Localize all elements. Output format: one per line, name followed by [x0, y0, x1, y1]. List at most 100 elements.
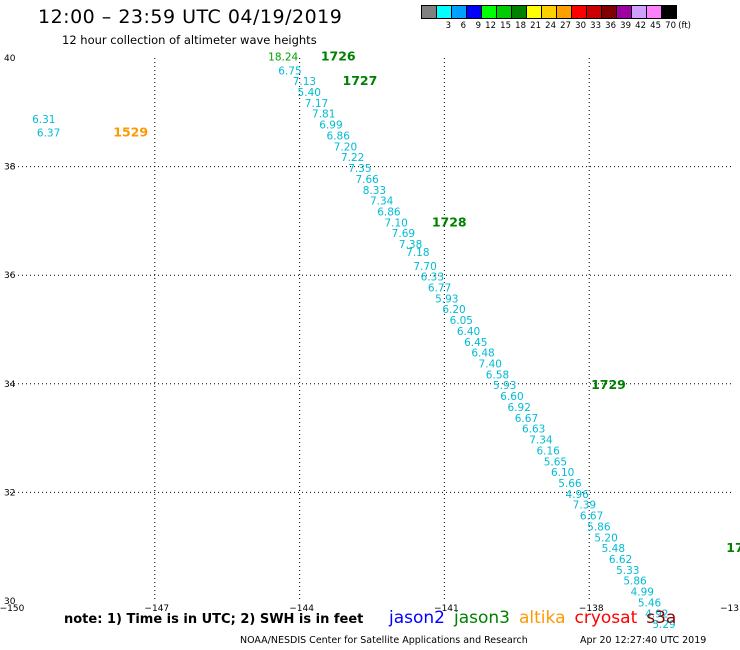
wave-height-label: 6.20	[442, 304, 465, 316]
wave-height-label: 6.45	[464, 337, 487, 349]
wave-height-label: 7.22	[341, 152, 364, 164]
wave-height-label: 7.69	[392, 228, 415, 240]
wave-height-label: 6.63	[522, 424, 545, 436]
wave-height-label: 6.10	[551, 467, 574, 479]
color-scale-label: 3	[445, 21, 451, 31]
mission-cryosat: cryosat	[574, 608, 638, 628]
mission-jason2: jason2	[389, 608, 445, 628]
axis-tick-labels: −150 −147 −144 −141 −138 −13 30 32 34 36 38 40	[0, 54, 739, 614]
wave-height-label: 7.40	[479, 359, 502, 371]
wave-height-label: 6.05	[450, 315, 473, 327]
color-scale-label: (ft)	[678, 21, 691, 31]
color-scale-label: 70	[665, 21, 676, 31]
wave-height-label: 7.18	[406, 247, 429, 259]
color-scale-swatches	[421, 5, 691, 19]
wave-height-label: 6.37	[37, 128, 60, 140]
y-tick-label: 40	[4, 54, 16, 64]
wave-height-label: 6.75	[278, 65, 301, 77]
chart-subtitle: 12 hour collection of altimeter wave hei…	[62, 33, 317, 47]
wave-height-label: 5.86	[587, 521, 611, 533]
mission-s3a: s3a	[646, 608, 677, 628]
wave-height-label: 5.93	[493, 380, 516, 392]
color-scale-label: 27	[560, 21, 571, 31]
wave-height-label: 5.66	[558, 478, 582, 490]
pass-time-label: 1727	[343, 73, 378, 88]
color-scale-label: 21	[530, 21, 541, 31]
wave-height-label: 6.77	[428, 282, 451, 294]
wave-height-label: 8.33	[363, 185, 386, 197]
wave-height-label: 7.70	[413, 261, 436, 273]
color-scale-label: 18	[515, 21, 526, 31]
color-scale-label: 15	[500, 21, 511, 31]
wave-height-label: 6.86	[377, 206, 401, 218]
wave-height-label: 6.40	[457, 326, 480, 338]
wave-height-label: 7.35	[348, 163, 371, 175]
wave-height-label: 6.48	[471, 348, 494, 360]
pass-time-label: 1728	[432, 214, 467, 229]
color-scale-label: 42	[635, 21, 646, 31]
wave-height-label: 6.67	[515, 413, 538, 425]
wave-height-label: 5.20	[594, 532, 617, 544]
wave-height-label: 7.20	[334, 141, 357, 153]
pass-time-labels: 1726 1727 1728 1729 1730 1529	[113, 49, 740, 555]
generation-timestamp: Apr 20 12:27:40 UTC 2019	[580, 635, 707, 646]
x-tick-label: −138	[579, 604, 604, 614]
mission-altika: altika	[519, 608, 566, 628]
y-tick-label: 36	[4, 271, 16, 281]
wave-height-values: 18.246.757.135.407.177.816.99 6.86 7.207.2…	[32, 52, 676, 631]
y-tick-label: 32	[4, 488, 15, 498]
wave-height-label: 6.16	[536, 445, 560, 457]
wave-height-label: 7.39	[573, 500, 596, 512]
color-scale-label: 33	[590, 21, 601, 31]
color-scale-label: 9	[475, 21, 481, 31]
wave-height-label: 5.40	[298, 87, 321, 99]
color-scale-label: 30	[575, 21, 586, 31]
color-scale-label: 24	[545, 21, 556, 31]
color-scale-label: 36	[605, 21, 616, 31]
wave-height-label: 6.99	[319, 120, 342, 132]
pass-time-label: 1730	[726, 540, 740, 555]
color-scale-label: 45	[650, 21, 661, 31]
wave-height-label: 6.92	[508, 402, 531, 414]
wave-height-label: 7.34	[370, 196, 394, 208]
wave-height-label: 4.92	[645, 608, 668, 620]
pass-time-label: 1529	[113, 125, 148, 140]
wave-height-label: 4.99	[631, 587, 654, 599]
wave-height-label: 4.96	[565, 489, 589, 501]
units-note: note: 1) Time is in UTC; 2) SWH is in fe…	[64, 612, 364, 627]
wave-height-label: 5.29	[652, 619, 675, 631]
wave-height-label: 7.34	[529, 435, 553, 447]
wave-height-label: 6.67	[580, 511, 603, 523]
wave-height-label: 7.17	[305, 98, 328, 110]
wave-height-label: 7.66	[355, 174, 379, 186]
color-swatch	[661, 5, 677, 19]
wave-height-label: 5.46	[638, 597, 662, 609]
x-tick-label: −150	[0, 604, 25, 614]
wave-height-label: 5.65	[544, 456, 567, 468]
x-tick-label: −144	[289, 604, 314, 614]
wave-height-label: 7.13	[293, 76, 316, 88]
x-tick-label: −141	[434, 604, 459, 614]
color-scale-label: 12	[485, 21, 496, 31]
pass-time-label: 1729	[591, 377, 626, 392]
wave-height-label: 5.33	[616, 565, 639, 577]
color-scale-label: 6	[460, 21, 466, 31]
chart-title: 12:00 – 23:59 UTC 04/19/2019	[38, 6, 343, 28]
wave-height-label: 6.60	[500, 391, 523, 403]
y-tick-label: 34	[4, 380, 16, 390]
color-scale-label: 39	[620, 21, 631, 31]
wave-height-label: 7.81	[312, 109, 335, 121]
wave-height-label: 6.31	[32, 114, 55, 126]
color-scale-labels: 3 6 9 12 15 18 21 24 27 30 33 36 39 42 45 70 (ft)	[421, 21, 691, 31]
mission-jason3: jason3	[454, 608, 510, 628]
y-tick-label: 38	[4, 163, 16, 173]
color-scale-legend: 3 6 9 12 15 18 21 24 27 30 33 36 39 42 45 70 (ft)	[421, 5, 691, 31]
mission-legend: jason2 jason3 altika cryosat s3a	[389, 608, 685, 628]
wave-height-label: 6.58	[486, 369, 509, 381]
wave-height-label: 5.86	[623, 576, 647, 588]
x-tick-label: −147	[144, 604, 169, 614]
wave-height-label: 7.38	[399, 239, 422, 251]
wave-height-label: 5.93	[435, 293, 458, 305]
wave-height-label: 18.24	[268, 52, 298, 64]
